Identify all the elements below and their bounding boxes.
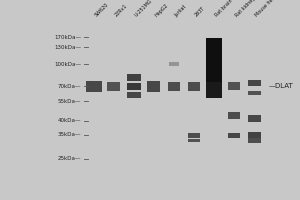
Text: 100kDa—: 100kDa— bbox=[54, 62, 81, 67]
Bar bbox=[127, 83, 141, 90]
Bar bbox=[248, 138, 261, 143]
Bar bbox=[188, 139, 200, 142]
Bar bbox=[127, 92, 141, 98]
Text: HepG2: HepG2 bbox=[154, 3, 170, 18]
Text: SW620: SW620 bbox=[94, 2, 110, 18]
Bar bbox=[127, 74, 141, 81]
Text: Rat kidney: Rat kidney bbox=[234, 0, 256, 18]
Text: 130kDa—: 130kDa— bbox=[54, 45, 81, 50]
Text: U-251MG: U-251MG bbox=[134, 0, 154, 18]
Text: 293T: 293T bbox=[194, 6, 206, 18]
Bar bbox=[228, 133, 240, 138]
Bar bbox=[206, 82, 222, 98]
Bar bbox=[206, 38, 222, 95]
Bar bbox=[169, 62, 179, 66]
Text: 22Rv1: 22Rv1 bbox=[114, 3, 128, 18]
Text: Jurkat: Jurkat bbox=[174, 4, 188, 18]
Bar bbox=[248, 80, 261, 86]
Text: 70kDa—: 70kDa— bbox=[58, 84, 81, 89]
Text: 25kDa—: 25kDa— bbox=[58, 156, 81, 161]
Bar bbox=[188, 133, 200, 138]
Bar bbox=[188, 82, 200, 91]
Text: 35kDa—: 35kDa— bbox=[58, 132, 81, 137]
Text: Mouse heart: Mouse heart bbox=[254, 0, 279, 18]
Bar bbox=[248, 91, 261, 95]
Bar bbox=[86, 81, 102, 92]
Text: —DLAT: —DLAT bbox=[268, 83, 293, 89]
Bar bbox=[107, 82, 120, 91]
Bar bbox=[228, 82, 240, 90]
Bar bbox=[168, 82, 180, 91]
Text: Rat brain: Rat brain bbox=[214, 0, 233, 18]
Bar bbox=[248, 115, 261, 122]
Bar bbox=[248, 132, 261, 138]
Bar bbox=[148, 81, 160, 92]
Text: 55kDa—: 55kDa— bbox=[58, 99, 81, 104]
Bar bbox=[228, 112, 240, 119]
Text: 170kDa—: 170kDa— bbox=[54, 35, 81, 40]
Text: 40kDa—: 40kDa— bbox=[58, 118, 81, 123]
